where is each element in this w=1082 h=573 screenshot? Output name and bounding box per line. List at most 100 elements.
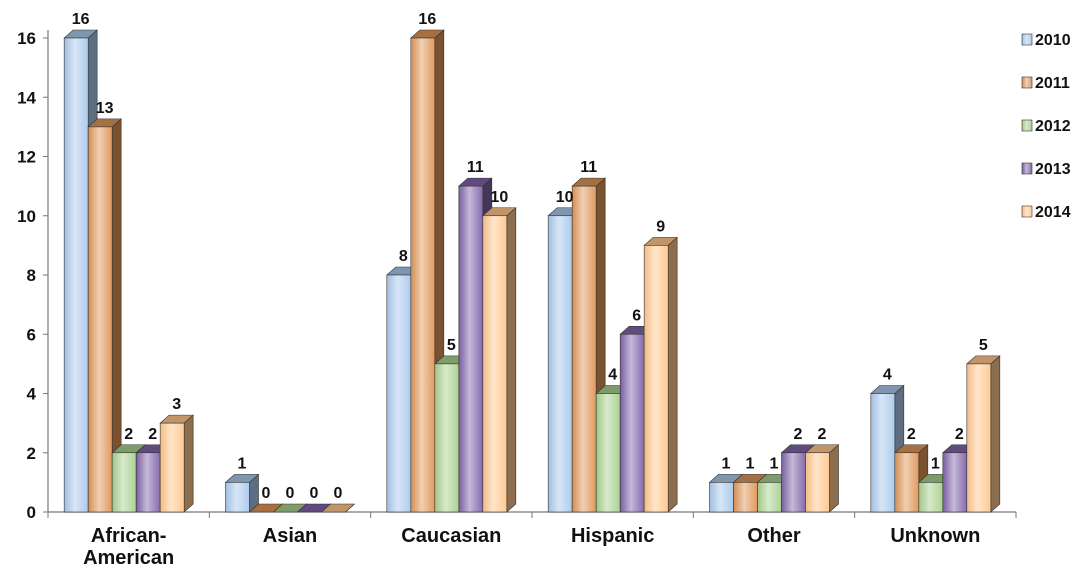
- bar-side: [990, 355, 1001, 513]
- bars: [63, 29, 1001, 513]
- data-label: 1: [746, 455, 755, 472]
- bar-front: [918, 482, 944, 513]
- legend-swatch: [1021, 33, 1033, 46]
- bar-front: [619, 333, 645, 513]
- bar-side: [183, 414, 194, 513]
- data-label: 1: [931, 455, 940, 472]
- legend-label: 2011: [1035, 75, 1070, 92]
- legend-label: 2012: [1035, 118, 1071, 135]
- data-label: 4: [883, 367, 892, 384]
- legend-entry: 2010: [1021, 32, 1071, 49]
- bar: [159, 414, 194, 513]
- data-label: 2: [818, 426, 827, 443]
- data-label: 13: [96, 100, 114, 117]
- data-label: 2: [794, 426, 803, 443]
- x-category-label: Unknown: [890, 525, 980, 547]
- bar-front: [709, 482, 734, 513]
- data-label: 0: [334, 485, 343, 502]
- bar: [643, 236, 678, 513]
- bar: [320, 503, 356, 513]
- bar-front: [595, 393, 621, 513]
- x-category-label: Other: [747, 525, 801, 547]
- y-tick-label: 0: [27, 503, 36, 522]
- bar-front: [757, 482, 782, 513]
- legend-entry: 2013: [1021, 161, 1071, 178]
- y-tick-label: 6: [27, 325, 36, 344]
- bar-front: [458, 185, 484, 513]
- data-label: 2: [148, 426, 157, 443]
- data-label: 8: [399, 248, 408, 265]
- legend: 2010 2011 2012 2013 2014: [1021, 32, 1071, 221]
- bar-front: [410, 37, 436, 513]
- legend-entry: 2014: [1021, 204, 1071, 221]
- data-label: 16: [418, 11, 436, 28]
- legend-swatch: [1021, 162, 1033, 175]
- data-label: 16: [72, 11, 90, 28]
- legend-swatch: [1021, 205, 1033, 218]
- y-tick-label: 4: [27, 385, 37, 404]
- x-category-label: Asian: [263, 525, 317, 547]
- data-label: 11: [580, 159, 597, 176]
- bar-front: [733, 482, 758, 513]
- bar-side: [829, 444, 839, 513]
- data-label: 3: [172, 396, 181, 413]
- bar-front: [966, 363, 992, 513]
- bar-front: [434, 363, 460, 513]
- y-tick-label: 2: [27, 444, 36, 463]
- bar-front: [135, 452, 161, 513]
- bar: [87, 118, 122, 513]
- data-label: 2: [955, 426, 964, 443]
- bar-top: [320, 503, 356, 513]
- legend-label: 2014: [1035, 204, 1071, 221]
- data-label: 0: [262, 485, 271, 502]
- data-label: 1: [722, 455, 731, 472]
- bar-front: [87, 126, 113, 513]
- bar-front: [571, 185, 597, 513]
- data-label: 9: [656, 218, 665, 235]
- x-category-label: Hispanic: [571, 525, 654, 547]
- bar-front: [870, 393, 896, 513]
- bar: [224, 473, 260, 513]
- data-label: 1: [770, 455, 779, 472]
- data-label: 2: [907, 426, 916, 443]
- bar-front: [942, 452, 968, 513]
- bar-front: [63, 37, 89, 513]
- y-tick-label: 16: [17, 29, 36, 48]
- data-label: 10: [556, 189, 574, 206]
- bar-front: [111, 452, 137, 513]
- data-label: 11: [467, 159, 484, 176]
- data-label: 1: [238, 455, 247, 472]
- bar-front: [805, 452, 830, 513]
- bar-front: [781, 452, 806, 513]
- x-category-label: Caucasian: [401, 525, 501, 547]
- y-tick-label: 10: [17, 207, 36, 226]
- data-label: 6: [632, 307, 641, 324]
- data-label: 0: [310, 485, 319, 502]
- bar-front: [159, 422, 185, 513]
- bar-front: [547, 215, 573, 513]
- bar-front: [225, 482, 250, 513]
- bar-front: [894, 452, 920, 513]
- x-category-label: African-American: [83, 525, 174, 569]
- data-label: 4: [608, 367, 617, 384]
- legend-entry: 2012: [1021, 118, 1071, 135]
- bar-front: [482, 215, 508, 513]
- legend-entry: 2011: [1021, 75, 1070, 92]
- bar: [966, 355, 1001, 513]
- y-tick-label: 8: [27, 266, 36, 285]
- legend-swatch: [1021, 119, 1033, 132]
- legend-label: 2010: [1035, 32, 1071, 49]
- data-label: 10: [490, 189, 508, 206]
- bar-front: [386, 274, 412, 513]
- y-tick-label: 14: [17, 88, 36, 107]
- data-label: 5: [447, 337, 456, 354]
- data-label: 5: [979, 337, 988, 354]
- legend-label: 2013: [1035, 161, 1071, 178]
- bar: [410, 29, 445, 513]
- data-label: 0: [286, 485, 295, 502]
- legend-swatch: [1021, 76, 1033, 89]
- bar-side: [506, 207, 517, 513]
